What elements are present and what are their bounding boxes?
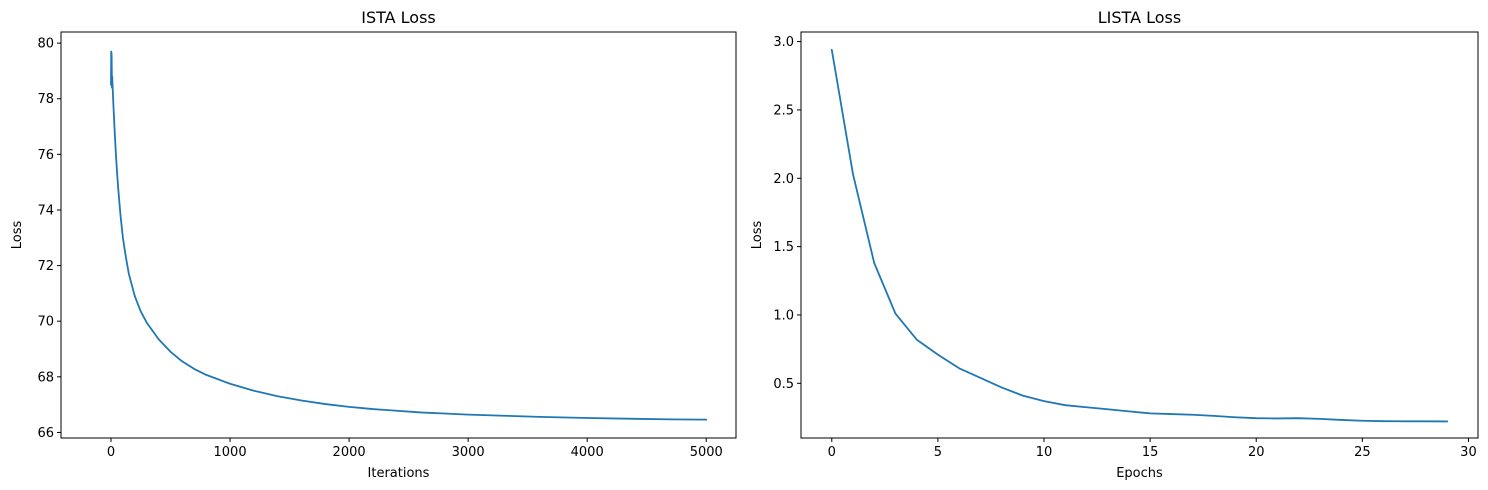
ista-x-tick-label: 3000 [452, 445, 485, 460]
lista-x-tick-label: 10 [1036, 445, 1053, 460]
lista-y-tick-label: 1.0 [773, 308, 794, 323]
ista-x-axis-label: Iterations [368, 466, 430, 481]
ista-plot-frame [60, 31, 737, 439]
ista-y-axis-label: Loss [10, 221, 25, 250]
lista-chart-title: LISTA Loss [1098, 8, 1181, 27]
lista-y-tick-label: 2.0 [773, 172, 794, 187]
lista-y-tick-label: 0.5 [773, 377, 794, 392]
lista-loss-line [830, 48, 1449, 423]
lista-x-tick-label: 25 [1354, 445, 1371, 460]
ista-y-tick-label: 76 [37, 148, 54, 163]
lista-y-tick-label: 3.0 [773, 35, 794, 50]
ista-x-tick-label: 5000 [690, 445, 723, 460]
ista-y-tick-label: 74 [37, 203, 54, 218]
ista-y-tick-label: 78 [37, 92, 54, 107]
lista-plot-frame [800, 31, 1479, 439]
ista-x-tick-label: 4000 [571, 445, 604, 460]
ista-y-tick-label: 70 [37, 315, 54, 330]
ista-x-tick-label: 2000 [333, 445, 366, 460]
ista-y-tick-label: 80 [37, 37, 54, 52]
ista-ticks: 0 1000 2000 3000 4000 5000 66 68 70 72 74 76 78 80 [37, 37, 722, 460]
lista-x-axis-label: Epochs [1116, 466, 1163, 481]
ista-x-tick-label: 0 [107, 445, 115, 460]
ista-y-tick-label: 66 [37, 426, 54, 441]
ista-chart-title: ISTA Loss [361, 8, 436, 27]
lista-y-tick-label: 1.5 [773, 240, 794, 255]
lista-ticks: 0 5 10 15 20 25 30 0.5 1.0 1.5 2.0 2.5 3.0 [773, 35, 1476, 460]
lista-y-axis-label: Loss [750, 221, 765, 250]
lista-x-tick-label: 15 [1142, 445, 1159, 460]
lista-y-tick-label: 2.5 [773, 103, 794, 118]
lista-x-tick-label: 0 [828, 445, 836, 460]
ista-y-tick-label: 68 [37, 370, 54, 385]
ista-x-tick-label: 1000 [214, 445, 247, 460]
lista-x-tick-label: 20 [1248, 445, 1265, 460]
ista-loss-line [110, 50, 708, 421]
ista-loss-axes: ISTA Loss Iterations Loss 0 1000 2000 3000 4… [10, 8, 737, 481]
lista-loss-axes: LISTA Loss Epochs Loss 0 5 10 15 20 25 30 0.5 1.… [750, 8, 1479, 481]
lista-x-tick-label: 30 [1460, 445, 1477, 460]
lista-x-tick-label: 5 [934, 445, 942, 460]
ista-y-tick-label: 72 [37, 259, 54, 274]
